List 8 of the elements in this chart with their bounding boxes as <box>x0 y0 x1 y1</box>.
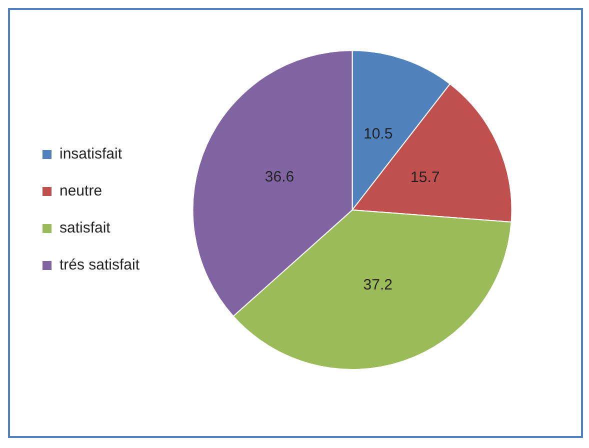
legend-label: satisfait <box>60 220 112 237</box>
data-label: 36.6 <box>264 168 294 186</box>
legend-label: insatisfait <box>60 146 123 163</box>
data-label: 15.7 <box>410 168 440 186</box>
data-label: 10.5 <box>363 126 393 143</box>
legend-label: trés satisfait <box>60 256 140 274</box>
legend-label: neutre <box>60 182 102 200</box>
data-label: 37.2 <box>363 276 392 294</box>
